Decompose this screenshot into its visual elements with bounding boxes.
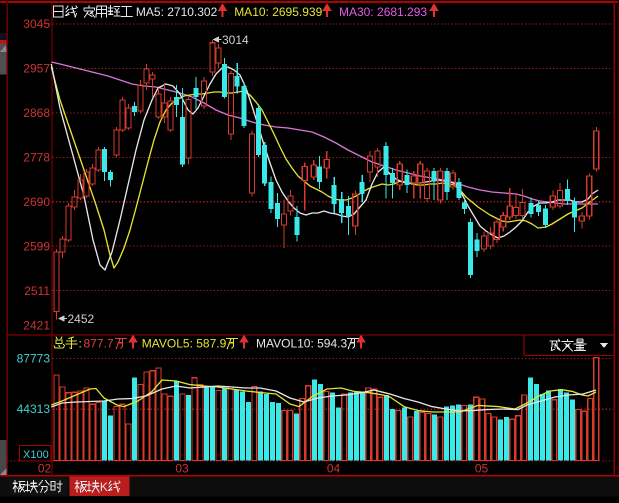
svg-text:02: 02 — [38, 462, 52, 476]
svg-text:3014: 3014 — [222, 33, 249, 47]
svg-text::: : — [79, 336, 82, 350]
svg-text:2511: 2511 — [24, 284, 50, 298]
svg-text:04: 04 — [327, 462, 341, 476]
svg-text:2452: 2452 — [68, 312, 95, 326]
svg-text:2690: 2690 — [23, 195, 50, 209]
svg-text:MAVOL5: 587.9: MAVOL5: 587.9 — [142, 336, 227, 350]
svg-text:03: 03 — [175, 462, 189, 476]
svg-text:MA5: 2710.302: MA5: 2710.302 — [136, 5, 218, 19]
svg-text:MA30: 2681.293: MA30: 2681.293 — [339, 5, 427, 19]
svg-text:877.7: 877.7 — [84, 336, 114, 350]
svg-text:K: K — [100, 480, 108, 494]
svg-text:2957: 2957 — [23, 62, 50, 76]
svg-text:05: 05 — [475, 462, 489, 476]
svg-text:2778: 2778 — [23, 151, 50, 165]
svg-text:2868: 2868 — [23, 106, 50, 120]
svg-text:MAVOL10: 594.3: MAVOL10: 594.3 — [256, 336, 347, 350]
svg-text:87773: 87773 — [17, 352, 51, 366]
svg-text:MA10: 2695.939: MA10: 2695.939 — [234, 5, 322, 19]
svg-text:X100: X100 — [23, 449, 49, 461]
svg-text:2599: 2599 — [23, 239, 50, 253]
svg-text:2421: 2421 — [23, 319, 50, 333]
svg-text:3045: 3045 — [23, 17, 50, 31]
svg-text:44313: 44313 — [17, 402, 51, 416]
